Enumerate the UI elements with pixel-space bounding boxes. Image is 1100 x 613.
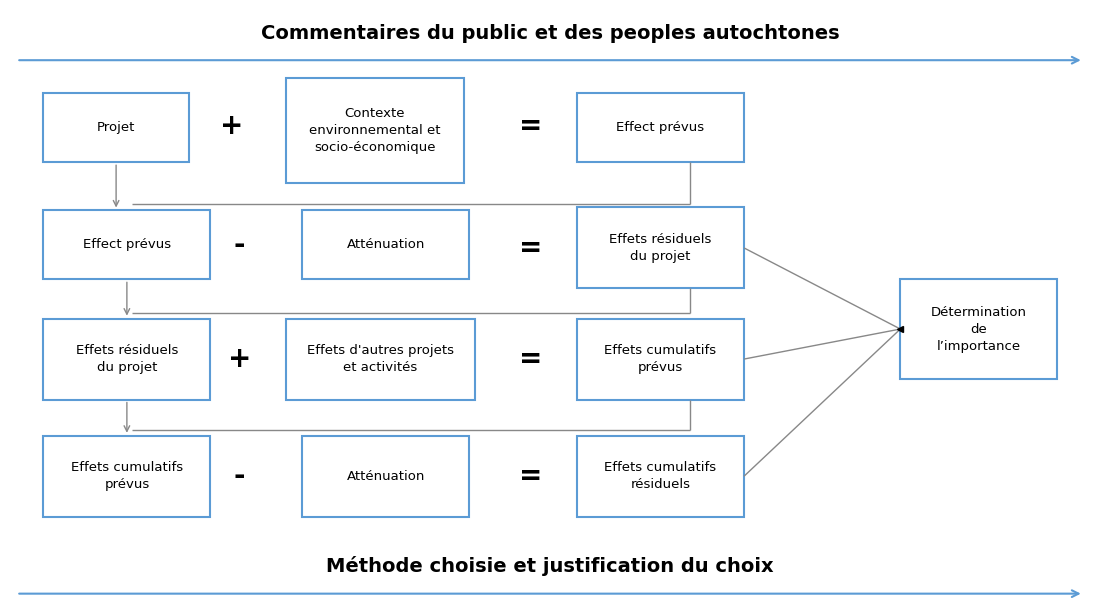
Text: Effets d'autres projets
et activités: Effets d'autres projets et activités (307, 344, 453, 374)
Text: =: = (519, 462, 542, 490)
Text: =: = (519, 112, 542, 140)
Text: Commentaires du public et des peoples autochtones: Commentaires du public et des peoples au… (261, 24, 839, 43)
Text: +: + (228, 345, 251, 373)
FancyBboxPatch shape (43, 210, 210, 280)
Text: Projet: Projet (97, 121, 135, 134)
FancyBboxPatch shape (286, 78, 464, 183)
Text: Atténuation: Atténuation (346, 470, 425, 482)
FancyBboxPatch shape (43, 436, 210, 517)
FancyBboxPatch shape (578, 436, 744, 517)
Text: -: - (234, 230, 245, 259)
Text: Effets cumulatifs
prévus: Effets cumulatifs prévus (604, 344, 716, 374)
Text: Effets cumulatifs
résiduels: Effets cumulatifs résiduels (604, 461, 716, 491)
Text: +: + (220, 112, 244, 140)
Text: Effets résiduels
du projet: Effets résiduels du projet (76, 344, 178, 374)
FancyBboxPatch shape (302, 210, 470, 280)
FancyBboxPatch shape (302, 436, 470, 517)
Text: Détermination
de
l’importance: Détermination de l’importance (931, 305, 1026, 352)
Text: Effect prévus: Effect prévus (82, 238, 170, 251)
Text: -: - (234, 462, 245, 490)
FancyBboxPatch shape (578, 207, 744, 289)
FancyBboxPatch shape (43, 319, 210, 400)
Text: Effect prévus: Effect prévus (616, 121, 705, 134)
Text: =: = (519, 345, 542, 373)
FancyBboxPatch shape (286, 319, 474, 400)
Text: =: = (519, 234, 542, 262)
FancyBboxPatch shape (43, 93, 189, 162)
Text: Effets résiduels
du projet: Effets résiduels du projet (609, 233, 712, 263)
FancyBboxPatch shape (578, 93, 744, 162)
FancyBboxPatch shape (900, 280, 1057, 379)
Text: Contexte
environnemental et
socio-économique: Contexte environnemental et socio-économ… (309, 107, 441, 154)
Text: Atténuation: Atténuation (346, 238, 425, 251)
FancyBboxPatch shape (578, 319, 744, 400)
Text: Méthode choisie et justification du choix: Méthode choisie et justification du choi… (327, 556, 773, 576)
Text: Effets cumulatifs
prévus: Effets cumulatifs prévus (70, 461, 183, 491)
